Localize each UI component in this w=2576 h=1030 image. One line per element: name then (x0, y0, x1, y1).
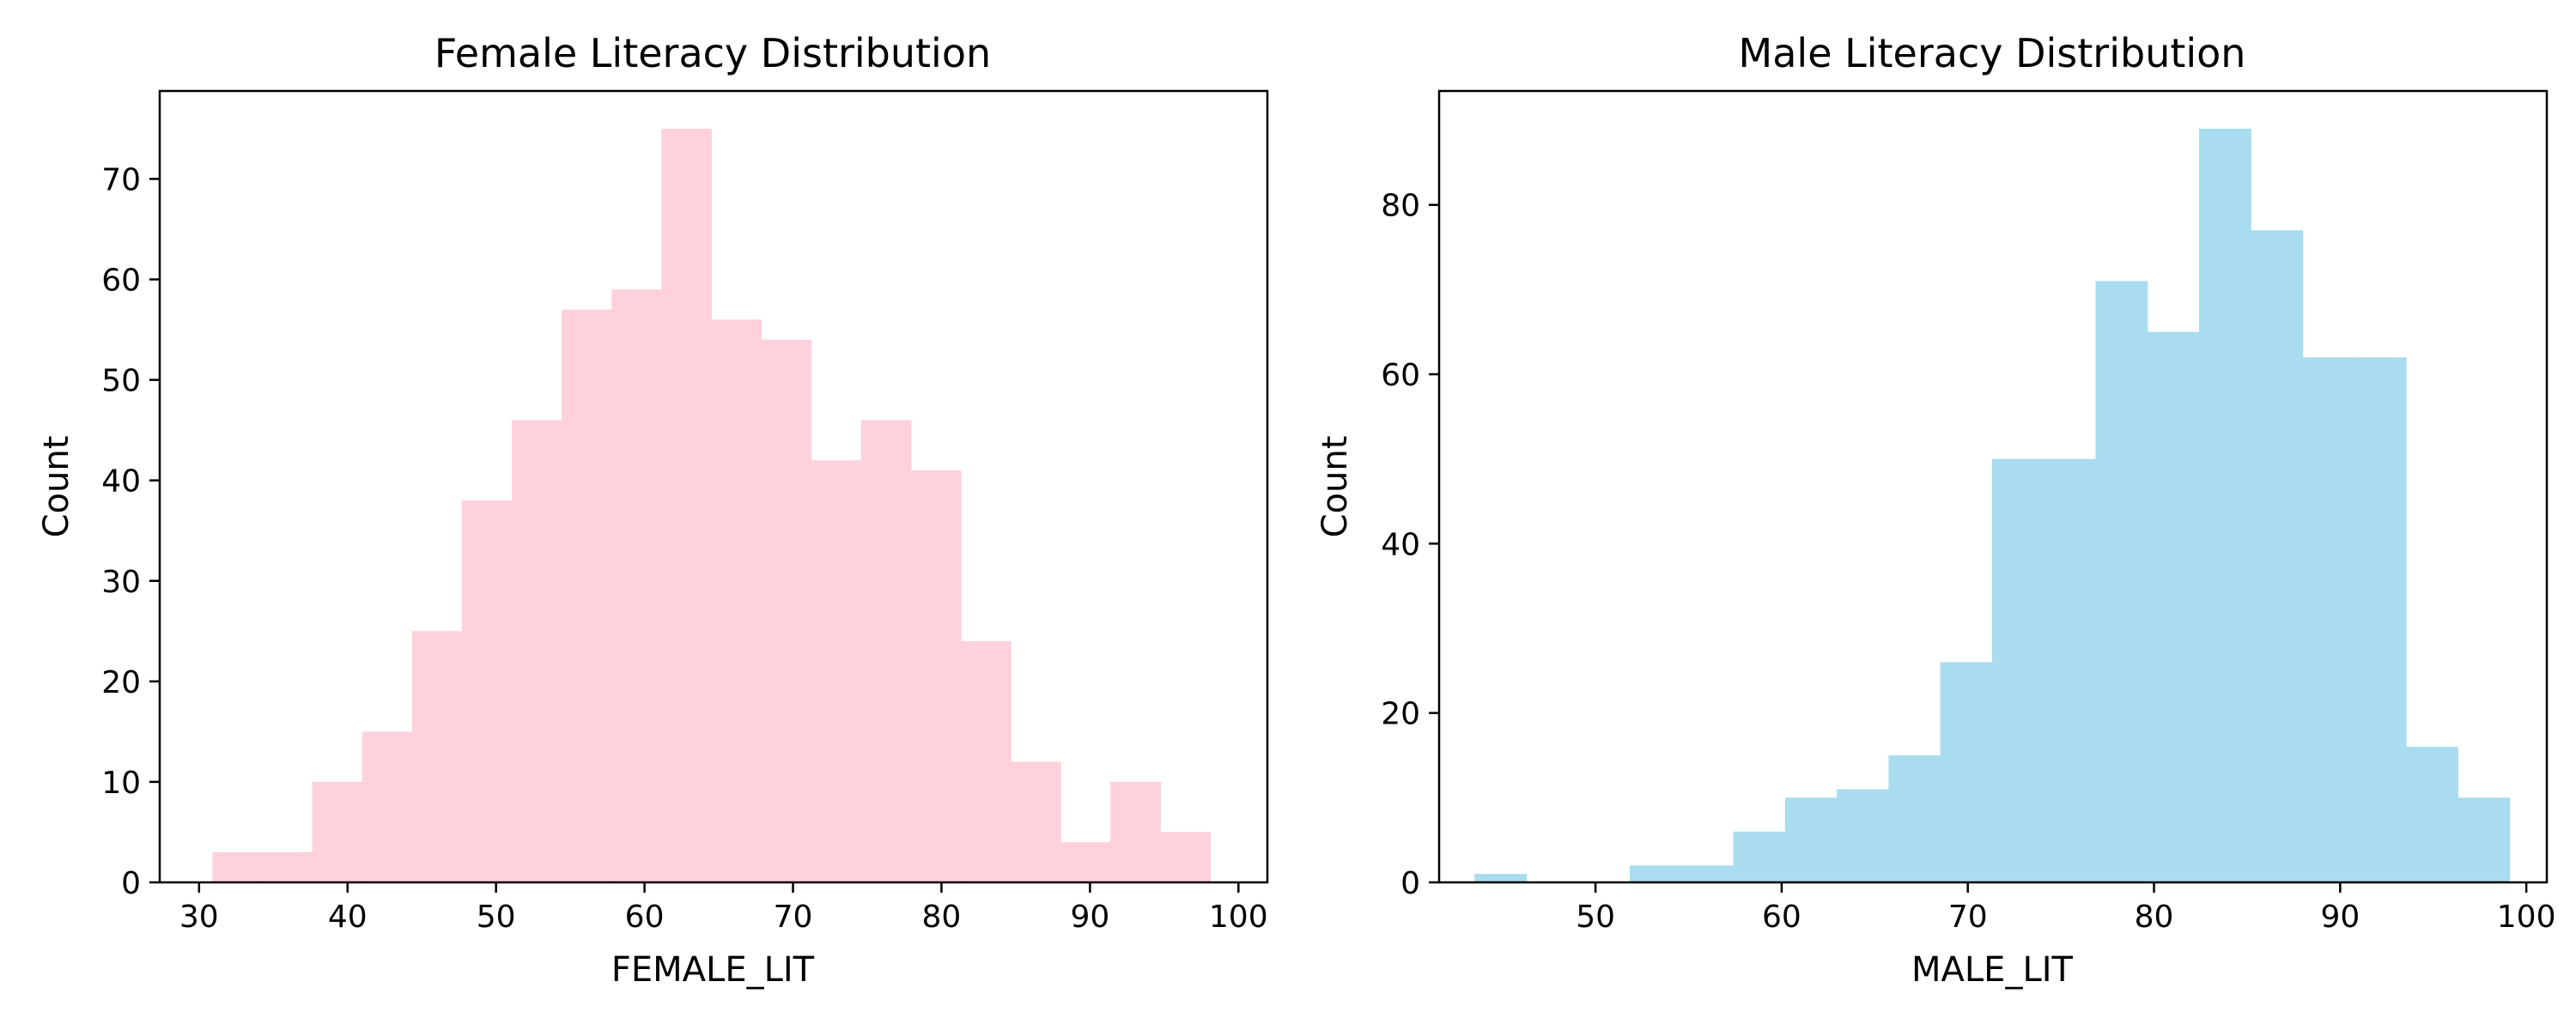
histogram-bar (1681, 865, 1735, 882)
histogram-bar (262, 851, 313, 882)
histogram-bar (411, 631, 463, 882)
bars (1474, 128, 2511, 883)
histogram-bar (2406, 747, 2458, 882)
x-tick-label: 50 (477, 900, 516, 935)
histogram-bar (761, 339, 812, 882)
histogram-bar (562, 309, 612, 883)
x-tick-label: 70 (1948, 900, 1988, 935)
histogram-bar (711, 319, 762, 882)
x-tick-label: 100 (1209, 900, 1268, 935)
histogram-bar (212, 851, 264, 882)
y-tick-label: 40 (101, 464, 141, 500)
y-tick-label: 40 (1381, 527, 1420, 562)
histogram-bar (960, 641, 1012, 882)
x-axis-ticks: 30 40 50 60 70 80 90 100 (179, 882, 1268, 935)
histogram-bar (361, 731, 413, 882)
y-axis-label: Count (37, 436, 76, 538)
x-tick-label: 30 (179, 900, 219, 935)
histogram-bar (1837, 789, 1889, 882)
histogram-bar (2044, 458, 2097, 882)
histogram-bar (511, 420, 562, 882)
histogram-bar (2354, 357, 2407, 882)
histogram-bar (1060, 842, 1111, 882)
y-tick-label: 0 (1400, 866, 1420, 901)
x-axis-label: MALE_LIT (1911, 950, 2074, 990)
x-tick-label: 50 (1576, 900, 1615, 935)
x-tick-label: 60 (625, 900, 665, 935)
y-tick-label: 30 (101, 565, 141, 600)
y-tick-label: 20 (101, 665, 141, 700)
x-tick-label: 80 (922, 900, 962, 935)
x-tick-label: 100 (2497, 900, 2556, 935)
y-tick-label: 10 (101, 766, 141, 801)
histogram-bar (2458, 797, 2511, 882)
histogram-bar (2302, 357, 2355, 882)
chart-title: Male Literacy Distribution (1739, 30, 2246, 76)
histogram-bar (661, 128, 713, 882)
y-axis-ticks: 0 20 40 60 80 (1381, 189, 1439, 901)
histogram-bar (1940, 662, 1993, 882)
y-tick-label: 60 (101, 264, 141, 299)
male-literacy-chart: Male Literacy Distribution 50 60 70 80 90 100… (1315, 30, 2556, 990)
histogram-bar (1733, 831, 1786, 882)
y-tick-label: 0 (121, 866, 141, 901)
chart-title: Female Literacy Distribution (434, 30, 991, 76)
x-tick-label: 70 (774, 900, 813, 935)
histogram-bar (312, 781, 363, 882)
histogram-bar (1160, 832, 1212, 882)
y-tick-label: 80 (1381, 189, 1420, 224)
histogram-bar (1110, 781, 1161, 882)
histogram-bar (1991, 458, 2044, 882)
y-tick-label: 60 (1381, 358, 1420, 393)
histogram-bar (2199, 128, 2251, 882)
x-axis-label: FEMALE_LIT (611, 950, 815, 990)
plot-frame (1437, 89, 2549, 884)
x-tick-label: 90 (2320, 900, 2360, 935)
histogram-bar (910, 470, 962, 882)
x-tick-label: 80 (2135, 900, 2174, 935)
y-axis-label: Count (1315, 436, 1355, 538)
histogram-bar (860, 420, 912, 882)
female-literacy-chart: Female Literacy Distribution 30 40 50 60 70 8… (37, 30, 1269, 990)
histogram-bar (1474, 874, 1528, 882)
histogram-bar (2095, 281, 2148, 882)
y-tick-label: 70 (101, 162, 141, 197)
histogram-bar (461, 500, 513, 882)
x-axis-ticks: 50 60 70 80 90 100 (1576, 882, 2556, 935)
histogram-bar (1630, 865, 1682, 882)
histogram-bar (1011, 761, 1061, 882)
x-tick-label: 90 (1070, 900, 1109, 935)
histogram-bar (1784, 797, 1838, 882)
histogram-bar (611, 289, 662, 882)
x-tick-label: 40 (328, 900, 368, 935)
y-tick-label: 20 (1381, 697, 1420, 732)
histogram-bar (2251, 230, 2304, 882)
histogram-bar (811, 460, 862, 882)
bars (212, 128, 1212, 883)
histogram-bar (2147, 331, 2200, 883)
plot-frame (158, 89, 1269, 884)
y-tick-label: 50 (101, 364, 141, 399)
histogram-bar (1888, 755, 1941, 882)
y-axis-ticks: 0 10 20 30 40 50 60 70 (101, 162, 160, 901)
x-tick-label: 60 (1762, 900, 1801, 935)
